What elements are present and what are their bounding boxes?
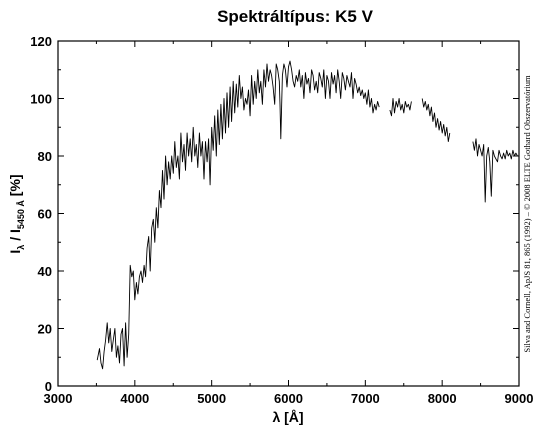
credit-text: Silva and Cornell, ApJS 81, 865 (1992) –… bbox=[522, 75, 532, 353]
y-tick-label: 100 bbox=[30, 92, 52, 107]
spectrum-line-segment bbox=[421, 98, 451, 143]
x-tick-label: 3000 bbox=[44, 391, 73, 406]
chart-title: Spektráltípus: K5 V bbox=[217, 7, 374, 26]
x-tick-label: 4000 bbox=[120, 391, 149, 406]
x-axis-label: λ [Å] bbox=[272, 409, 303, 425]
spectrum-line-segment bbox=[389, 98, 412, 117]
y-tick-label: 0 bbox=[45, 379, 52, 394]
plot-frame bbox=[57, 40, 520, 387]
y-tick-label: 80 bbox=[38, 149, 52, 164]
y-label-mid: / I bbox=[7, 229, 23, 245]
y-label-sub2: 5450 Å bbox=[16, 200, 26, 230]
y-tick-label: 40 bbox=[38, 264, 52, 279]
y-label-unit: [%] bbox=[7, 174, 23, 200]
y-axis: 0 20 40 60 80 100 120 bbox=[30, 34, 519, 394]
y-tick-label: 20 bbox=[38, 322, 52, 337]
y-tick-label: 120 bbox=[30, 34, 52, 49]
x-tick-label: 5000 bbox=[197, 391, 226, 406]
y-label-sub1: λ bbox=[16, 245, 26, 250]
y-axis-label: Iλ / I5450 Å [%] bbox=[7, 174, 26, 253]
x-tick-label: 8000 bbox=[428, 391, 457, 406]
x-tick-label: 6000 bbox=[274, 391, 303, 406]
plot-border bbox=[57, 40, 520, 387]
y-tick-label: 60 bbox=[38, 207, 52, 222]
x-tick-label: 9000 bbox=[505, 391, 534, 406]
x-tick-label: 7000 bbox=[351, 391, 380, 406]
spectrum-line-segment bbox=[472, 138, 518, 203]
x-axis: 3000 4000 5000 6000 7000 8000 9000 bbox=[44, 41, 534, 406]
spectrum-series bbox=[96, 60, 518, 370]
spectrum-line-segment bbox=[96, 60, 380, 370]
y-label-base: I bbox=[7, 250, 23, 254]
